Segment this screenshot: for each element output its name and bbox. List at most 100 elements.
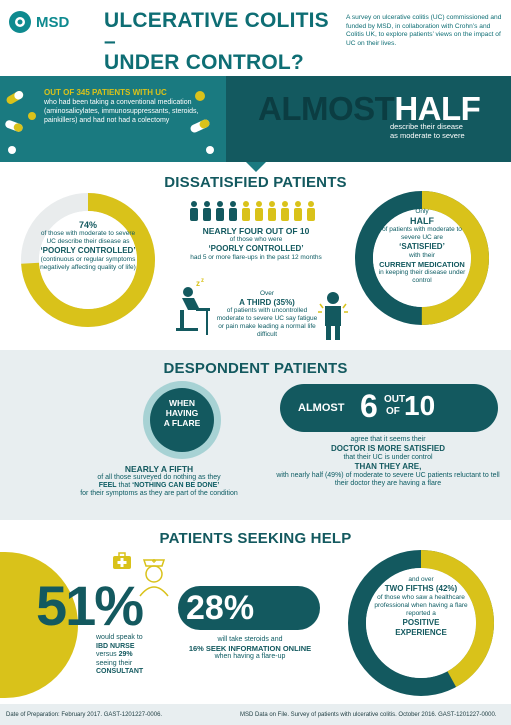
donut-half-only: Only: [415, 208, 429, 215]
people-icon-row: [188, 200, 322, 222]
four-of-ten-text1: of those who were: [229, 236, 283, 243]
flare-badge: [143, 381, 221, 459]
donut-74-quote: ‘POORLY CONTROLLED’: [40, 246, 136, 255]
banner-arrow: [246, 162, 266, 172]
despondent-section: [0, 350, 511, 520]
footer-right: MSD Data on File. Survey of patients wit…: [240, 712, 497, 718]
a-third: Over A THIRD (35%) of patients with unco…: [216, 290, 318, 339]
person-icon: [229, 201, 237, 221]
four-of-ten: NEARLY FOUR OUT OF 10 of those who were …: [176, 226, 336, 262]
banner-lead: Out of 345 patients with UC: [44, 88, 167, 97]
nearly-a-fifth-quote: ‘NOTHING CAN BE DONE’: [132, 482, 220, 489]
seeking-51-consultant: CONSULTANT: [96, 668, 144, 675]
pills-icon-right: [190, 91, 214, 154]
pill-28: 28%: [178, 586, 320, 630]
donut-half-text: Only HALF of patients with moderate to s…: [372, 208, 472, 285]
banner-almost: ALMOST: [258, 90, 395, 127]
banner-text: Out of 345 patients with UC who had been…: [44, 88, 204, 125]
seeking-51-text3: seeing their: [96, 659, 133, 667]
nearly-a-fifth-text1: of all those surveyed do nothing as they: [97, 474, 221, 481]
six-of-ten-of: OF: [386, 406, 400, 417]
six-of-ten-pill: ALMOST 6 OUT OF 10: [280, 384, 498, 432]
seeking-51: 51%: [36, 574, 144, 637]
six-of-ten-text1: agree that it seems their: [350, 436, 426, 443]
page-title: Ulcerative Colitis – Under Control?: [104, 10, 340, 73]
banner-headline: ALMOSTHALF: [258, 90, 481, 127]
medical-kit-icon: [113, 552, 131, 569]
a-third-over: Over: [259, 290, 275, 297]
nearly-a-fifth-line2: FEEL that ‘NOTHING CAN BE DONE’: [34, 482, 284, 490]
person-icon: [281, 201, 289, 221]
pill-28-value: 28%: [186, 589, 255, 627]
flare-badge-text: WHEN HAVING A FLARE: [148, 398, 216, 428]
banner-describe: describe their disease as moderate to se…: [390, 122, 465, 140]
person-icon: [255, 201, 263, 221]
header-intro: A survey on ulcerative colitis (UC) comm…: [346, 14, 502, 47]
person-icon: [307, 201, 315, 221]
flare-badge-line1: WHEN: [169, 398, 195, 408]
banner-half: HALF: [394, 90, 481, 127]
nearly-a-fifth-that: that: [118, 482, 131, 489]
title-line-1: Ulcerative Colitis –: [104, 9, 329, 53]
donut-42-head: TWO FIFTHS (42%): [384, 584, 458, 593]
seeking-51-text: would speak to IBD NURSE versus 29% seei…: [96, 634, 186, 677]
donut-half-current: CURRENT MEDICATION: [379, 260, 465, 269]
fatigue-desk-icon: z z: [176, 278, 210, 335]
person-icon: [190, 201, 198, 221]
people-icons: [190, 201, 315, 221]
seeking-51-versus: versus: [96, 651, 117, 658]
nurse-icon: [139, 559, 169, 597]
msd-logo: MSD: [8, 10, 88, 34]
four-of-ten-head: NEARLY FOUR OUT OF 10: [202, 226, 310, 236]
donut-half-text1: of patients with moderate to severe UC a…: [382, 226, 462, 241]
msd-logo-icon: [9, 11, 31, 33]
donut-74-arc: [21, 193, 155, 327]
donut-74-text: 74% of those with moderate to severe UC …: [38, 220, 138, 272]
pills-icon: [5, 91, 36, 154]
pill-28-bold: 16% SEEK INFORMATION ONLINE: [188, 644, 312, 653]
donut-half: [355, 191, 489, 325]
a-third-head: A THIRD (35%): [239, 298, 295, 307]
msd-logo-text: MSD: [36, 14, 70, 31]
nearly-a-fifth-head: NEARLY A FIFTH: [124, 464, 194, 474]
flare-badge-line3: A FLARE: [163, 418, 201, 428]
donut-half-arc: [355, 191, 489, 325]
seeking-51-text1: would speak to: [96, 634, 143, 641]
donut-half-text2: in keeping their disease under control: [378, 269, 466, 284]
person-icon: [294, 201, 302, 221]
pain-person-icon: [318, 292, 348, 340]
donut-half-half: HALF: [410, 216, 434, 226]
nearly-a-fifth-feel: FEEL: [98, 482, 117, 489]
seeking-51-29: 29%: [118, 651, 133, 658]
four-of-ten-quote: ‘POORLY CONTROLLED’: [208, 244, 304, 253]
banner-body: who had been taking a conventional medic…: [44, 99, 199, 124]
six-of-ten-six: 6: [360, 388, 378, 424]
person-icon: [242, 201, 250, 221]
pill-28-text1: will take steroids and: [217, 636, 283, 643]
donut-42-and-over: and over: [408, 576, 434, 583]
donut-42-experience: EXPERIENCE: [395, 628, 447, 637]
svg-text:z: z: [196, 279, 200, 288]
donut-74-text1: of those with moderate to severe UC desc…: [40, 230, 136, 245]
donut-74: [21, 193, 155, 327]
person-icon: [203, 201, 211, 221]
banner-dark-panel: [226, 76, 511, 162]
four-of-ten-text2: had 5 or more flare-ups in the past 12 m…: [190, 254, 322, 261]
six-of-ten-ten: 10: [404, 390, 436, 421]
a-third-text: of patients with uncontrolled moderate t…: [216, 307, 318, 338]
donut-42-text1: of those who saw a healthcare profession…: [374, 594, 468, 617]
six-of-ten-out: OUT: [384, 394, 406, 405]
pill-28-text2: when having a flare-up: [214, 653, 286, 660]
six-of-ten-text3: with nearly half (49%) of moderate to se…: [276, 472, 500, 487]
seeking-51-nurse: IBD NURSE: [96, 642, 135, 650]
banner: Out of 345 patients with UC who had been…: [0, 76, 511, 172]
despondent-title: DESPONDENT PATIENTS: [163, 360, 348, 377]
donut-42-arc: [348, 550, 494, 696]
svg-text:z: z: [201, 278, 204, 284]
footer-bar: Date of Preparation: February 2017. GAST…: [0, 704, 511, 725]
person-icon: [216, 201, 224, 221]
donut-42-text: and over TWO FIFTHS (42%) of those who s…: [368, 576, 474, 638]
footer-left: Date of Preparation: February 2017. GAST…: [6, 712, 163, 718]
nearly-a-fifth: NEARLY A FIFTH of all those surveyed do …: [34, 464, 284, 498]
